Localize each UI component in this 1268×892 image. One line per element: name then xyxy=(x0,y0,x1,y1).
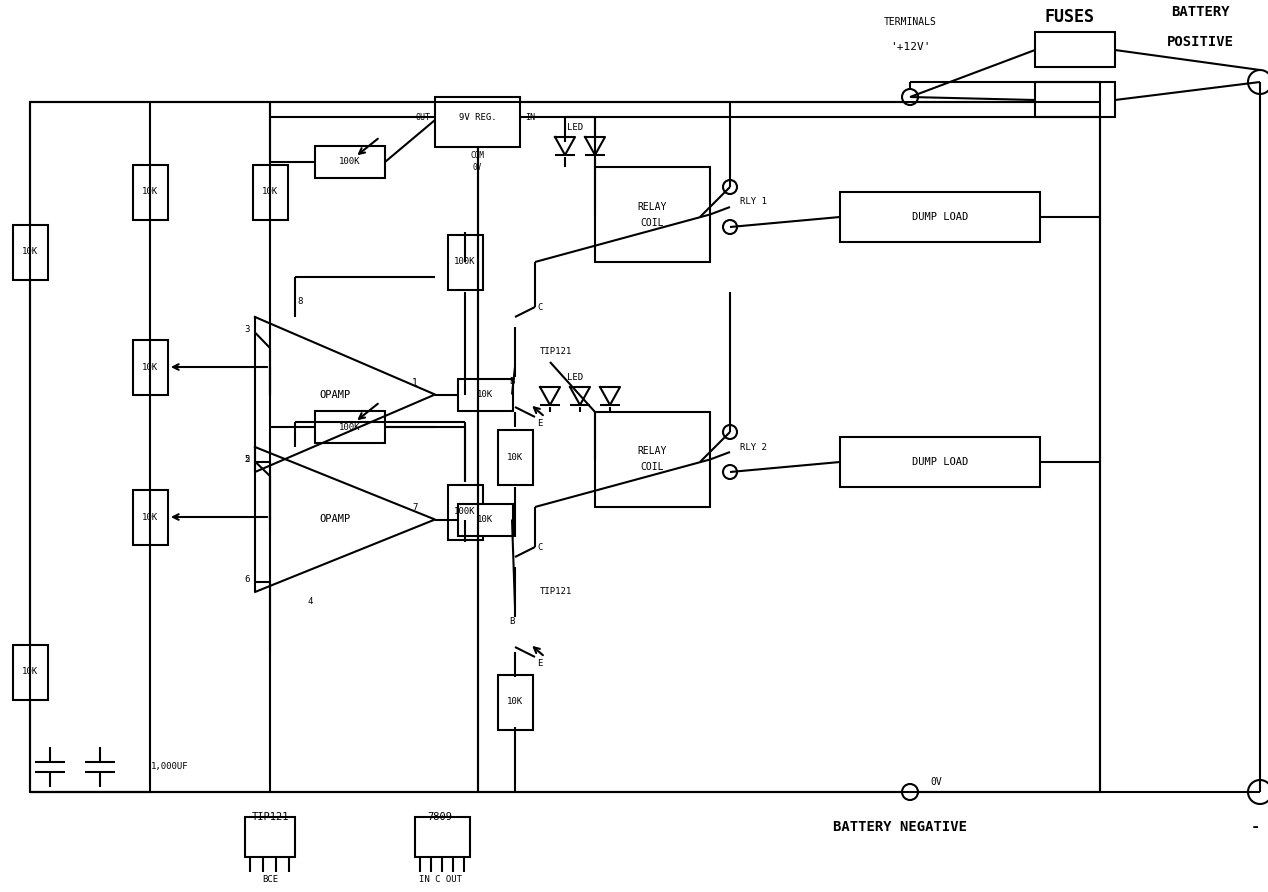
Text: 0V: 0V xyxy=(929,777,942,787)
Text: C: C xyxy=(538,302,543,311)
Text: 9V REG.: 9V REG. xyxy=(459,112,496,121)
Text: BATTERY: BATTERY xyxy=(1170,5,1229,19)
Text: BCE: BCE xyxy=(262,876,278,885)
Text: COIL: COIL xyxy=(640,218,664,227)
Text: B: B xyxy=(510,617,515,626)
Bar xyxy=(497,674,533,730)
Bar xyxy=(1035,32,1115,67)
Text: 1,000UF: 1,000UF xyxy=(151,763,189,772)
Bar xyxy=(13,645,47,699)
Bar xyxy=(30,102,1101,792)
Text: 0V: 0V xyxy=(473,162,482,171)
Text: TERMINALS: TERMINALS xyxy=(884,17,937,27)
Text: 10K: 10K xyxy=(507,452,524,461)
Text: IN: IN xyxy=(525,112,535,121)
Text: FUSES: FUSES xyxy=(1045,8,1096,26)
Text: 10K: 10K xyxy=(142,362,158,371)
Text: 3: 3 xyxy=(245,325,250,334)
Bar xyxy=(839,192,1040,242)
Text: RELAY: RELAY xyxy=(638,202,667,211)
Text: OPAMP: OPAMP xyxy=(320,515,351,524)
Text: LED: LED xyxy=(567,373,583,382)
Text: 100K: 100K xyxy=(454,258,476,267)
Text: 2: 2 xyxy=(245,456,250,465)
Text: BATTERY NEGATIVE: BATTERY NEGATIVE xyxy=(833,820,967,834)
Text: 10K: 10K xyxy=(507,698,524,706)
Circle shape xyxy=(1248,70,1268,94)
Text: RLY 1: RLY 1 xyxy=(741,197,767,207)
Bar xyxy=(245,817,295,857)
Bar xyxy=(458,378,512,410)
Circle shape xyxy=(1248,780,1268,804)
Bar xyxy=(415,817,470,857)
Text: 4: 4 xyxy=(307,598,313,607)
Circle shape xyxy=(902,89,918,105)
Text: DUMP LOAD: DUMP LOAD xyxy=(912,212,969,222)
Bar xyxy=(132,490,167,544)
Bar xyxy=(252,164,288,219)
Text: 100K: 100K xyxy=(340,158,361,167)
Text: 1: 1 xyxy=(412,377,418,387)
Bar xyxy=(497,430,533,484)
Text: 10K: 10K xyxy=(142,187,158,196)
Bar xyxy=(435,97,520,147)
Text: RELAY: RELAY xyxy=(638,447,667,457)
Text: 6: 6 xyxy=(245,575,250,584)
Text: -: - xyxy=(1250,820,1259,835)
Text: C: C xyxy=(538,542,543,551)
Circle shape xyxy=(723,465,737,479)
Text: 10K: 10K xyxy=(262,187,278,196)
Text: E: E xyxy=(538,659,543,668)
Text: 10K: 10K xyxy=(22,247,38,257)
Text: OPAMP: OPAMP xyxy=(320,390,351,400)
Text: 7: 7 xyxy=(412,503,417,512)
Text: LED: LED xyxy=(567,122,583,131)
Bar xyxy=(132,340,167,394)
Text: IN C OUT: IN C OUT xyxy=(418,876,462,885)
Bar xyxy=(314,411,385,443)
Text: TIP121: TIP121 xyxy=(251,812,289,822)
Text: E: E xyxy=(538,419,543,428)
Bar xyxy=(595,412,710,507)
Bar xyxy=(595,167,710,262)
Text: TIP121: TIP121 xyxy=(540,348,572,357)
Text: '+12V': '+12V' xyxy=(890,42,931,52)
Text: 10K: 10K xyxy=(477,515,493,524)
Circle shape xyxy=(723,220,737,234)
Text: 100K: 100K xyxy=(340,423,361,432)
Text: 100K: 100K xyxy=(454,508,476,516)
Bar xyxy=(314,146,385,178)
Text: OUT: OUT xyxy=(415,112,430,121)
Circle shape xyxy=(723,180,737,194)
Text: RLY 2: RLY 2 xyxy=(741,442,767,451)
Bar xyxy=(1035,82,1115,117)
Bar xyxy=(458,503,512,535)
Circle shape xyxy=(723,425,737,439)
Bar xyxy=(13,225,47,279)
Bar xyxy=(839,437,1040,487)
Text: 7809: 7809 xyxy=(427,812,453,822)
Bar xyxy=(132,164,167,219)
Text: 8: 8 xyxy=(297,298,303,307)
Circle shape xyxy=(902,784,918,800)
Bar xyxy=(448,484,483,540)
Text: 5: 5 xyxy=(245,455,250,464)
Text: COIL: COIL xyxy=(640,462,664,473)
Text: 10K: 10K xyxy=(22,667,38,676)
Text: POSITIVE: POSITIVE xyxy=(1167,35,1234,49)
Text: TIP121: TIP121 xyxy=(540,588,572,597)
Text: 10K: 10K xyxy=(477,390,493,399)
Text: 10K: 10K xyxy=(142,513,158,522)
Text: COM: COM xyxy=(470,151,484,160)
Bar xyxy=(448,235,483,290)
Text: DUMP LOAD: DUMP LOAD xyxy=(912,457,969,467)
Text: B: B xyxy=(510,377,515,386)
